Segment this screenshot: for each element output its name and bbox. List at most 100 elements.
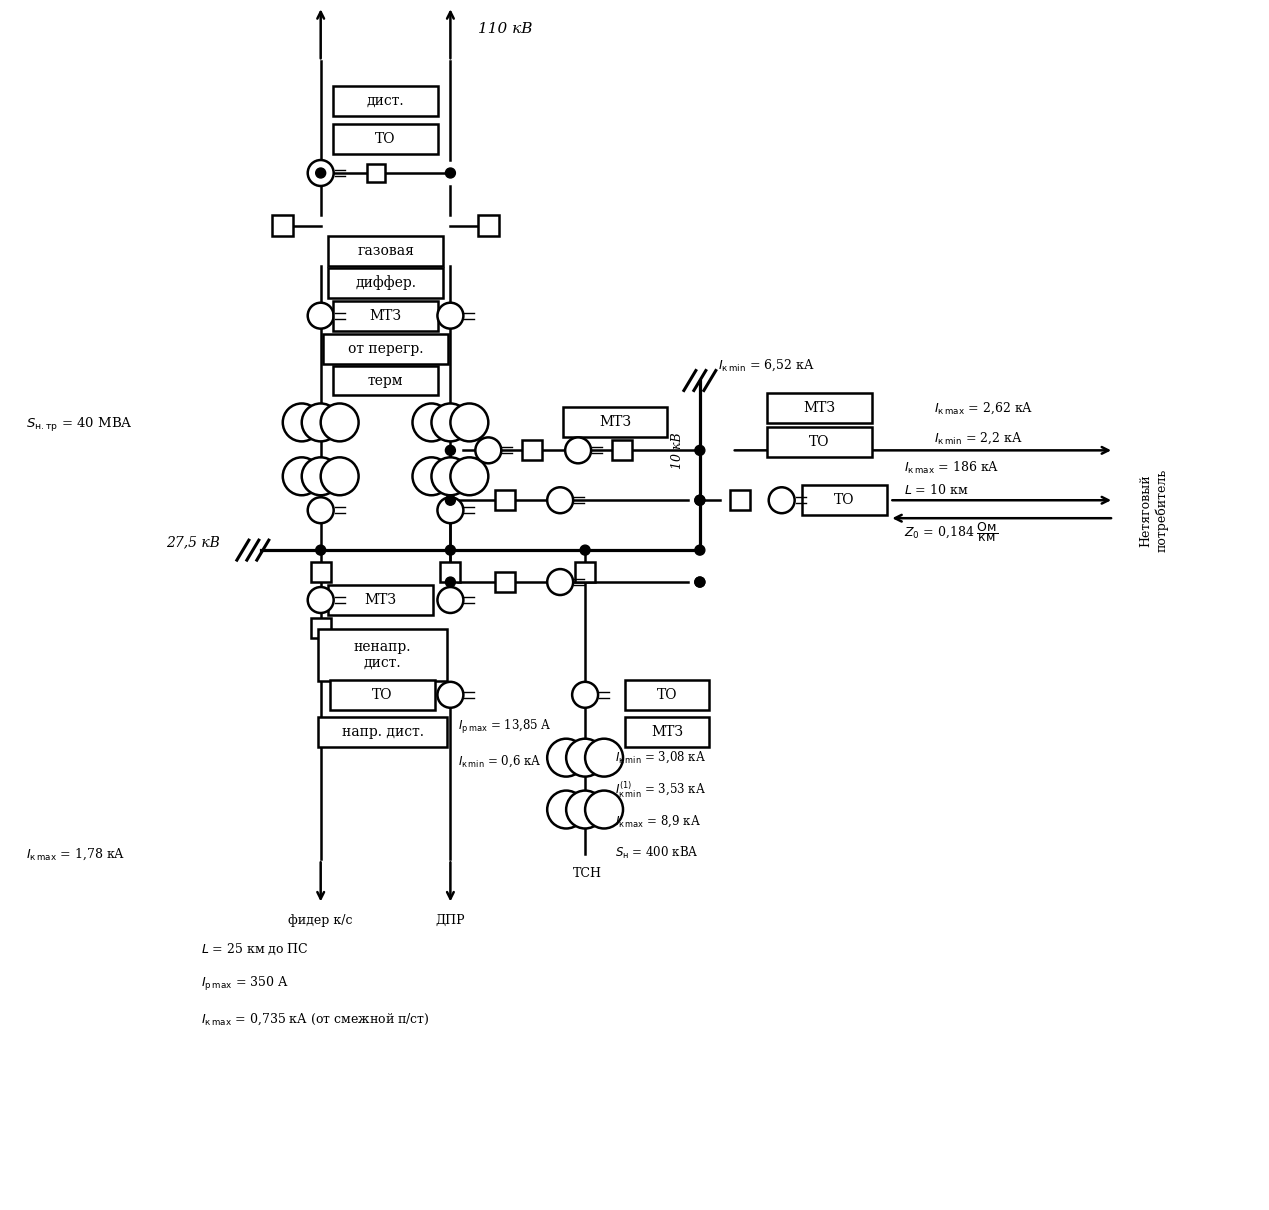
Bar [330, 680, 435, 710]
Text: МТЗ: МТЗ [369, 309, 401, 323]
Text: ТО: ТО [372, 687, 393, 702]
Text: $I_{\rm к\,min}$ = 6,52 кА: $I_{\rm к\,min}$ = 6,52 кА [718, 358, 815, 374]
Circle shape [566, 790, 604, 829]
Circle shape [547, 790, 585, 829]
Text: 27,5 кВ: 27,5 кВ [166, 535, 220, 549]
Circle shape [302, 403, 340, 442]
Text: $I_{\rm к\,min}$ = 3,08 кА: $I_{\rm к\,min}$ = 3,08 кА [615, 750, 706, 766]
Text: $I_{\rm р\,max}$ = 13,85 А: $I_{\rm р\,max}$ = 13,85 А [458, 718, 552, 736]
Circle shape [438, 497, 463, 523]
Text: $I_{\rm к\,min}$ = 0,6 кА: $I_{\rm к\,min}$ = 0,6 кА [458, 754, 542, 770]
Bar [768, 393, 872, 423]
Circle shape [321, 403, 359, 442]
Text: МТЗ: МТЗ [364, 593, 396, 607]
Bar [768, 427, 872, 457]
Circle shape [283, 403, 321, 442]
Bar [334, 365, 438, 396]
Circle shape [445, 168, 456, 178]
Circle shape [321, 457, 359, 495]
Text: МТЗ: МТЗ [651, 725, 683, 739]
Text: $I_{\rm р\,max}$ = 350 А: $I_{\rm р\,max}$ = 350 А [201, 975, 288, 993]
Circle shape [307, 497, 334, 523]
Text: МТЗ: МТЗ [599, 415, 631, 430]
Bar [495, 572, 515, 592]
Text: $I_{\rm к\,max}$ = 8,9 кА: $I_{\rm к\,max}$ = 8,9 кА [615, 814, 700, 829]
Bar [730, 490, 750, 511]
Circle shape [450, 403, 489, 442]
Circle shape [445, 445, 456, 455]
Text: ТО: ТО [810, 436, 830, 449]
Text: диффер.: диффер. [355, 276, 416, 290]
Bar [495, 490, 515, 511]
Circle shape [316, 546, 326, 555]
Text: от перегр.: от перегр. [348, 341, 424, 356]
Circle shape [438, 587, 463, 613]
Bar [324, 334, 448, 363]
Text: $L$ = 25 км до ПС: $L$ = 25 км до ПС [201, 941, 308, 957]
Circle shape [585, 738, 623, 777]
Bar [440, 563, 461, 582]
Circle shape [431, 457, 470, 495]
Circle shape [283, 457, 321, 495]
Text: Нетяговый
потребитель: Нетяговый потребитель [1140, 468, 1169, 552]
Bar [329, 267, 443, 298]
Text: терм: терм [368, 374, 404, 387]
Circle shape [412, 457, 450, 495]
Bar [624, 716, 709, 747]
Circle shape [445, 546, 456, 555]
Circle shape [445, 495, 456, 506]
Circle shape [695, 495, 704, 506]
Text: $Z_0$ = 0,184 $\dfrac{\mathrm{Ом}}{\mathrm{км}}$: $Z_0$ = 0,184 $\dfrac{\mathrm{Ом}}{\math… [905, 520, 999, 544]
Circle shape [307, 302, 334, 329]
Circle shape [438, 302, 463, 329]
Circle shape [565, 437, 591, 463]
Bar [334, 301, 438, 330]
Bar [624, 680, 709, 710]
Circle shape [307, 587, 334, 613]
Text: $S_{\rm н.тр}$ = 40 МВА: $S_{\rm н.тр}$ = 40 МВА [27, 416, 133, 434]
Bar [311, 618, 331, 638]
Text: ТО: ТО [656, 687, 678, 702]
Text: ТО: ТО [376, 132, 396, 146]
Text: 10 кВ: 10 кВ [671, 432, 684, 468]
Text: $I_{\rm к\,max}$ = 186 кА: $I_{\rm к\,max}$ = 186 кА [905, 460, 1000, 477]
Circle shape [585, 790, 623, 829]
Circle shape [431, 403, 470, 442]
Circle shape [547, 738, 585, 777]
Circle shape [695, 577, 704, 587]
Text: газовая: газовая [357, 243, 414, 258]
Bar [612, 440, 632, 460]
Bar [562, 408, 667, 437]
Bar [317, 629, 448, 681]
Circle shape [572, 681, 598, 708]
Circle shape [547, 488, 574, 513]
Bar [802, 485, 887, 515]
Text: фидер к/с: фидер к/с [288, 915, 353, 927]
Bar [367, 165, 385, 181]
Text: $I_{\rm к\,max}$ = 2,62 кА: $I_{\rm к\,max}$ = 2,62 кА [934, 401, 1033, 416]
Bar [334, 86, 438, 116]
Text: $L$ = 10 км: $L$ = 10 км [905, 483, 968, 497]
Bar [334, 125, 438, 154]
Text: 110 кВ: 110 кВ [478, 22, 533, 36]
Circle shape [316, 168, 326, 178]
Bar [329, 236, 443, 266]
Circle shape [445, 577, 456, 587]
Circle shape [302, 457, 340, 495]
Circle shape [769, 488, 794, 513]
Text: напр. дист.: напр. дист. [341, 725, 424, 739]
Bar [329, 586, 433, 615]
Circle shape [412, 403, 450, 442]
Circle shape [580, 546, 590, 555]
Text: $S_{\rm н}$ = 400 кВА: $S_{\rm н}$ = 400 кВА [615, 846, 698, 862]
Bar [273, 215, 293, 236]
Circle shape [307, 160, 334, 186]
Circle shape [566, 738, 604, 777]
Text: ТСН: ТСН [572, 868, 602, 881]
Text: $I_{\rm к\,max}$ = 1,78 кА: $I_{\rm к\,max}$ = 1,78 кА [27, 847, 126, 863]
Circle shape [547, 569, 574, 595]
Text: ТО: ТО [834, 494, 855, 507]
Text: $I_{\rm к\,min}$ = 2,2 кА: $I_{\rm к\,min}$ = 2,2 кА [934, 431, 1023, 446]
Text: ДПР: ДПР [435, 915, 466, 927]
Text: ненапр.
дист.: ненапр. дист. [354, 640, 411, 670]
